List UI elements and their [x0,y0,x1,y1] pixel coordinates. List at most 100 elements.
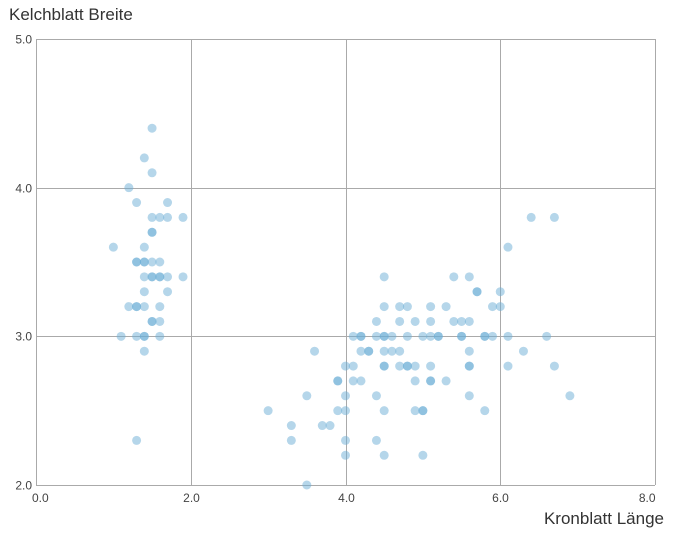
data-point [139,153,149,163]
data-point [139,302,149,312]
data-point [124,183,134,193]
data-point [503,331,513,341]
data-point [317,421,327,431]
data-point [503,242,513,252]
data-point [379,450,389,460]
data-point [163,198,173,208]
data-point [356,331,366,341]
data-point [325,421,335,431]
data-point [410,316,420,326]
x-tick-label: 0.0 [32,491,49,505]
data-point [356,376,366,386]
data-point [147,212,157,222]
data-point [263,406,273,416]
data-point [163,212,173,222]
data-point [565,391,575,401]
data-point [341,406,350,416]
tick-labels: 0.0 2.0 4.0 6.0 8.02.03.04.05.0 [15,33,656,506]
data-point [178,212,188,222]
data-point [418,331,428,341]
data-point [426,361,436,371]
data-point [341,391,350,401]
data-point [379,361,389,371]
data-point [410,361,420,371]
data-point [457,316,467,326]
data-point [379,272,389,282]
data-point [139,346,149,356]
data-point [464,346,474,356]
data-point [139,242,149,252]
data-point [163,272,173,282]
data-point [341,435,350,445]
data-point [441,302,451,312]
data-point [310,346,320,356]
data-point [441,376,451,386]
data-point [549,212,559,222]
data-point [433,331,443,341]
data-point [379,406,389,416]
data-point [503,361,513,371]
data-points [108,123,575,490]
data-point [286,435,296,445]
data-point [139,287,149,297]
data-point [395,361,405,371]
data-point [147,227,157,237]
data-point [395,346,405,356]
data-point [155,272,165,282]
data-point [426,316,436,326]
data-point [495,287,505,297]
x-tick-label: 8.0 [639,491,656,505]
data-point [464,391,474,401]
data-point [333,406,343,416]
data-point [379,302,389,312]
data-point [488,331,498,341]
data-point [341,450,350,460]
data-point [371,331,381,341]
data-point [464,272,474,282]
data-point [402,331,412,341]
data-point [147,123,157,133]
data-point [286,421,296,431]
x-axis-title: Kronblatt Länge [543,509,664,528]
data-point [108,242,118,252]
data-point [410,376,420,386]
data-point [147,168,157,178]
data-point [333,376,343,386]
y-tick-label: 3.0 [15,330,32,344]
data-point [155,212,165,222]
data-point [549,361,559,371]
data-point [155,316,165,326]
data-point [155,302,165,312]
y-tick-label: 2.0 [15,479,32,493]
data-point [464,361,474,371]
data-point [341,361,350,371]
grid [36,39,656,486]
data-point [449,316,459,326]
y-tick-label: 4.0 [15,182,32,196]
data-point [348,331,358,341]
data-point [410,406,420,416]
data-point [163,287,173,297]
data-point [402,361,412,371]
data-point [449,272,459,282]
data-point [464,316,474,326]
data-point [387,346,397,356]
data-point [418,406,428,416]
data-point [132,302,142,312]
data-point [488,302,498,312]
x-tick-label: 4.0 [338,491,355,505]
data-point [348,376,358,386]
data-point [155,331,165,341]
data-point [132,331,142,341]
x-tick-label: 2.0 [183,491,200,505]
data-point [371,391,381,401]
data-point [495,302,505,312]
data-point [426,331,436,341]
data-point [379,346,389,356]
data-point [178,272,188,282]
x-tick-label: 6.0 [492,491,509,505]
data-point [132,198,142,208]
data-point [302,391,312,401]
